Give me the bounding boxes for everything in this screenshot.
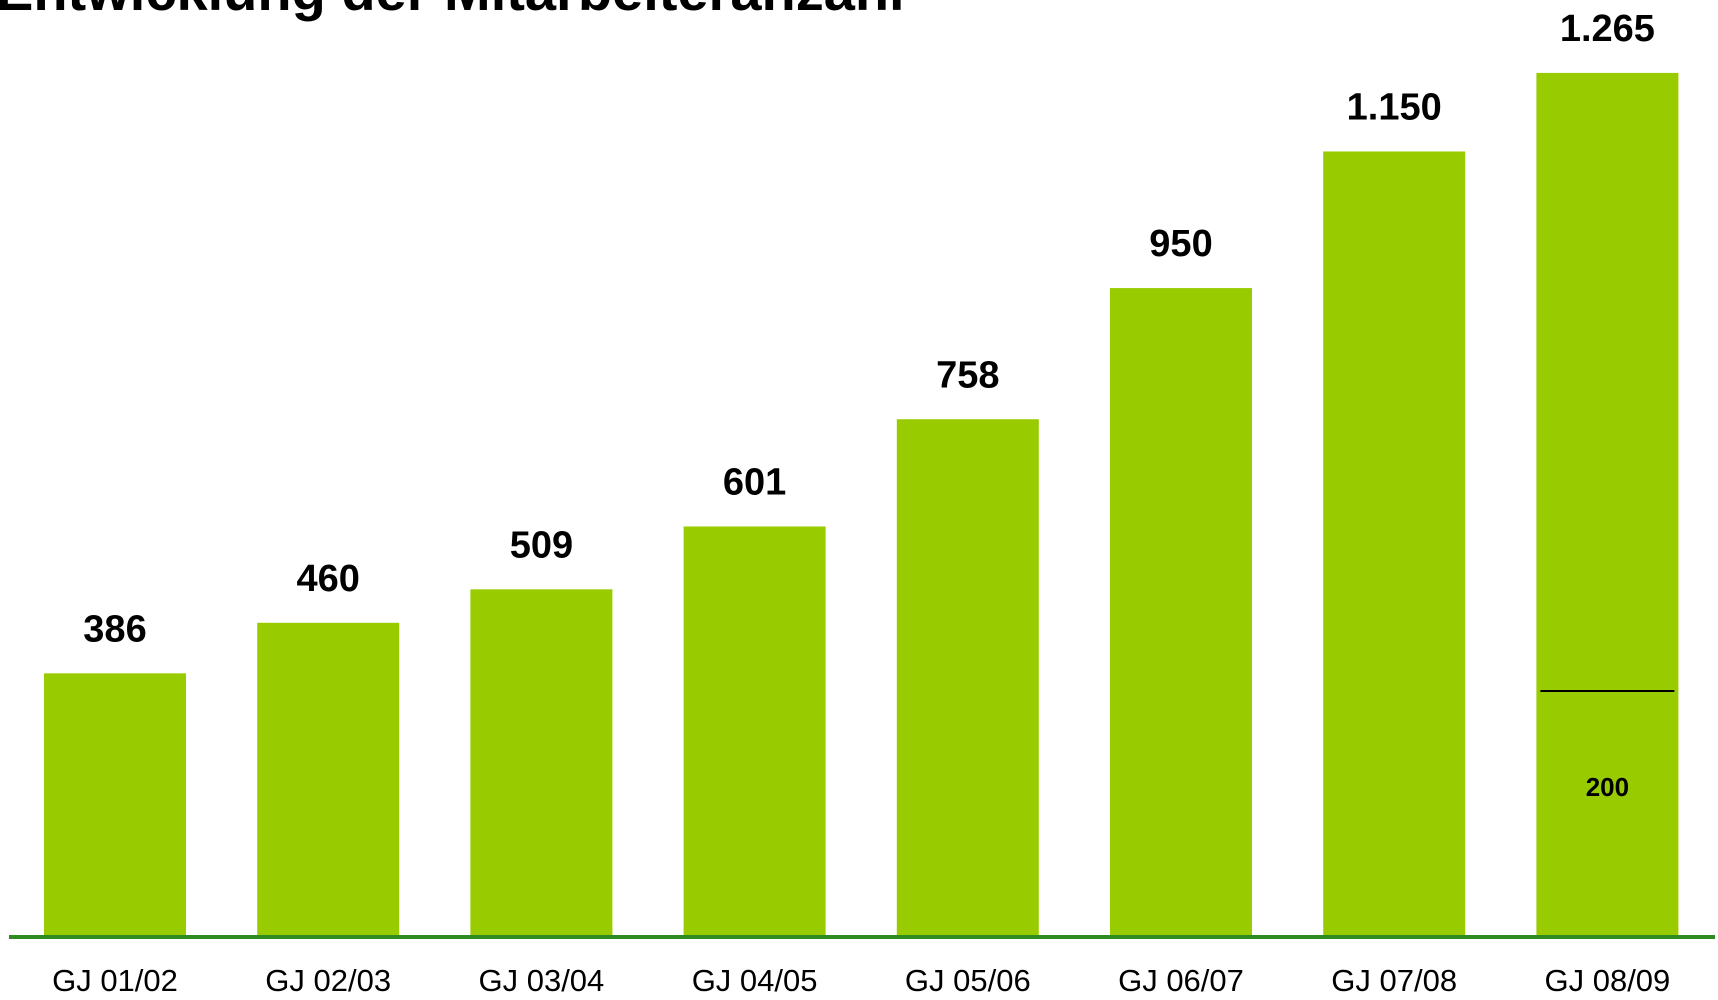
bar bbox=[683, 526, 826, 937]
x-tick-label: GJ 08/09 bbox=[1544, 963, 1670, 998]
value-label: 460 bbox=[296, 558, 359, 600]
bar bbox=[470, 589, 613, 937]
x-tick-label: GJ 07/08 bbox=[1331, 963, 1457, 998]
bar bbox=[896, 419, 1039, 938]
x-tick-label: GJ 01/02 bbox=[52, 963, 178, 998]
bar bbox=[1323, 151, 1466, 937]
annotation: 200 bbox=[1586, 772, 1629, 802]
value-label: 1.265 bbox=[1560, 8, 1655, 50]
x-tick-label: GJ 04/05 bbox=[692, 963, 818, 998]
x-tick-label: GJ 03/04 bbox=[478, 963, 604, 998]
value-label: 509 bbox=[510, 524, 573, 566]
value-label: 386 bbox=[83, 608, 146, 650]
bar bbox=[1536, 72, 1679, 937]
x-tick-label: GJ 02/03 bbox=[265, 963, 391, 998]
bar bbox=[1110, 288, 1252, 938]
x-tick-label: GJ 05/06 bbox=[905, 963, 1031, 998]
value-label: 758 bbox=[936, 354, 999, 396]
value-label: 601 bbox=[723, 462, 786, 504]
bar bbox=[44, 673, 186, 937]
bar bbox=[257, 622, 400, 937]
chart-title: Entwicklung der Mitarbeiteranzahl bbox=[0, 0, 905, 22]
x-tick-label: GJ 06/07 bbox=[1118, 963, 1244, 998]
value-label: 1.150 bbox=[1347, 86, 1442, 128]
value-label: 950 bbox=[1149, 223, 1212, 265]
